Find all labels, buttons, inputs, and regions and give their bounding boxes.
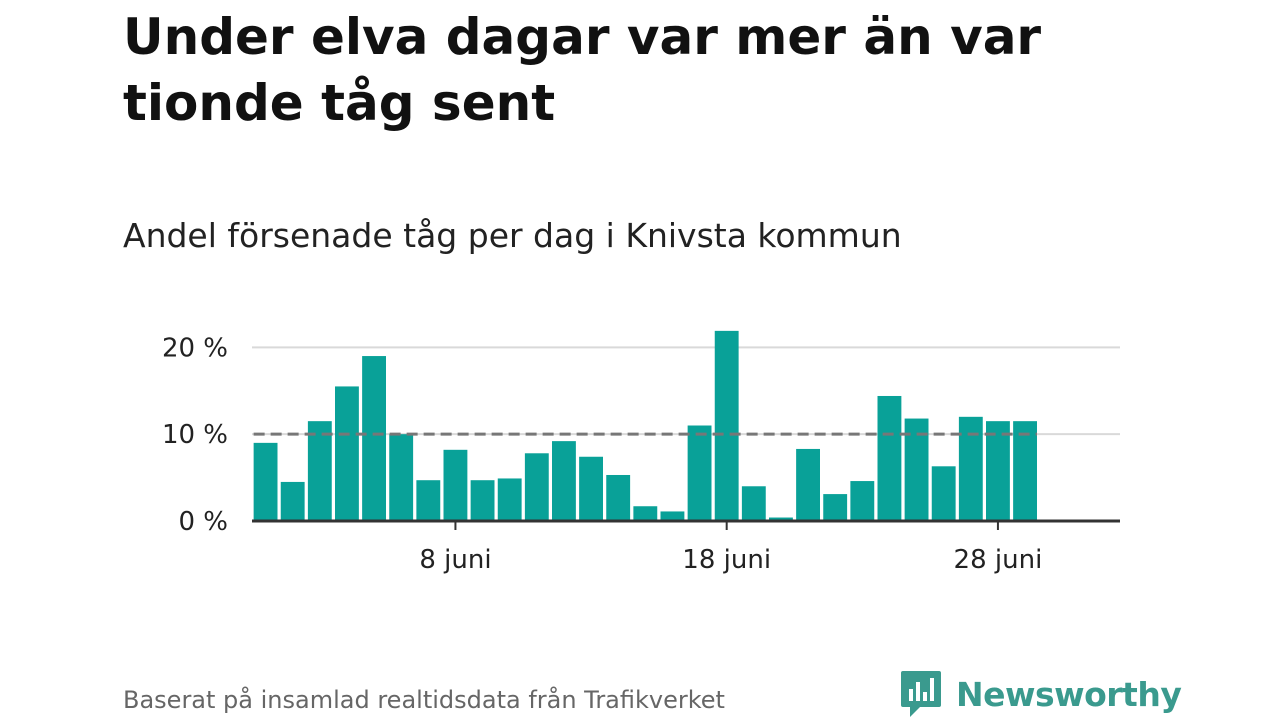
bar — [877, 395, 902, 521]
bar — [416, 480, 441, 521]
bar — [904, 418, 929, 521]
source-footer: Baserat på insamlad realtidsdata från Tr… — [123, 686, 725, 714]
bar — [552, 441, 576, 521]
bar — [362, 356, 386, 521]
y-tick-label: 20 % — [162, 333, 228, 363]
axes: 0 % 10 % 20 % 8 juni 18 juni 28 juni — [162, 333, 1120, 575]
brand-name: Newsworthy — [956, 674, 1182, 714]
bar — [606, 474, 631, 521]
bar — [687, 425, 712, 521]
bar-chart: 0 % 10 % 20 % 8 juni 18 juni 28 juni — [162, 330, 1120, 575]
newsworthy-logo-icon — [901, 671, 941, 717]
bar — [497, 478, 522, 521]
bar — [389, 434, 414, 521]
x-tick-label: 28 juni — [954, 545, 1043, 575]
chart-title: Under elva dagar var mer än var tionde t… — [123, 8, 1042, 132]
chart-subtitle: Andel försenade tåg per dag i Knivsta ko… — [123, 216, 902, 255]
bar — [850, 481, 875, 521]
bar — [470, 480, 495, 521]
bar — [714, 330, 739, 521]
x-tick-label: 8 juni — [419, 545, 491, 575]
bar — [796, 448, 820, 521]
bar — [931, 466, 956, 521]
y-tick-label: 10 % — [162, 420, 228, 450]
bar — [253, 442, 278, 521]
y-tick-label: 0 % — [178, 507, 228, 537]
bar — [823, 494, 848, 521]
bar — [280, 481, 305, 521]
bar — [633, 506, 658, 521]
bar — [769, 517, 793, 521]
bar-series — [253, 330, 1037, 521]
bar — [307, 421, 332, 521]
bar — [741, 486, 766, 521]
bar — [579, 456, 603, 521]
bar — [660, 511, 685, 521]
bar — [1013, 421, 1037, 521]
bar — [524, 453, 549, 521]
bar — [335, 386, 359, 521]
bar — [443, 449, 468, 521]
bar — [986, 421, 1010, 521]
bar — [958, 416, 983, 521]
brand-logo: Newsworthy — [900, 669, 1182, 719]
x-tick-label: 18 juni — [682, 545, 771, 575]
